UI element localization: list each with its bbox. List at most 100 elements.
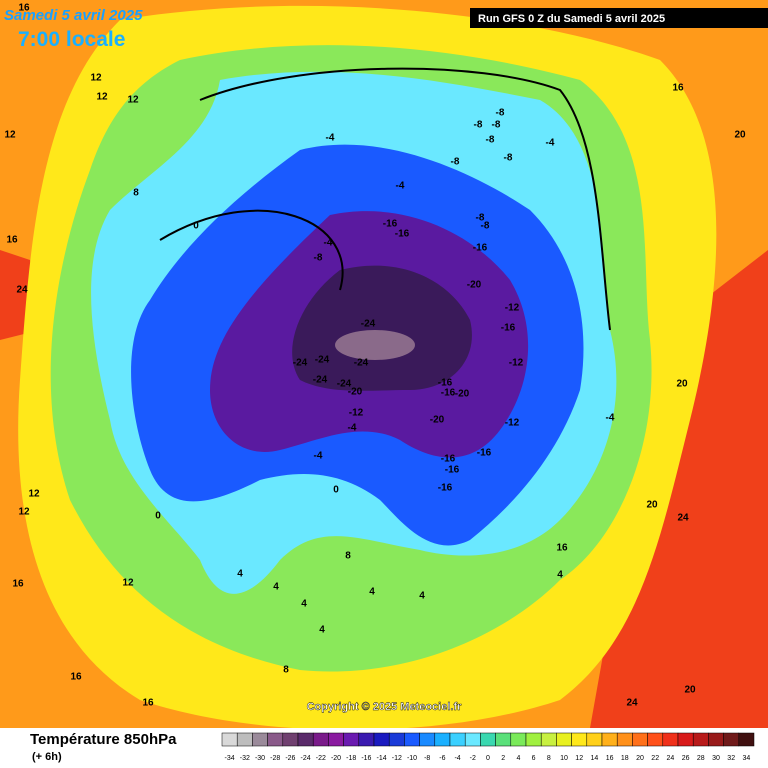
contour-label: 24 bbox=[626, 698, 638, 709]
scale-swatch bbox=[464, 732, 481, 747]
contour-label: -8 bbox=[486, 135, 495, 146]
contour-label: 12 bbox=[90, 73, 102, 84]
contour-label: 20 bbox=[734, 130, 746, 141]
scale-label: 20 bbox=[636, 755, 644, 762]
scale-swatch bbox=[723, 732, 740, 747]
contour-label: 8 bbox=[345, 551, 351, 562]
scale-swatch bbox=[525, 732, 542, 747]
contour-label: -16 bbox=[438, 483, 453, 494]
scale-label: 10 bbox=[560, 755, 568, 762]
contour-label: -20 bbox=[430, 415, 445, 426]
scale-label: 0 bbox=[486, 755, 490, 762]
scale-swatch bbox=[495, 732, 512, 747]
contour-label: 4 bbox=[301, 599, 307, 610]
scale-label: -18 bbox=[346, 755, 356, 762]
contour-label: -12 bbox=[505, 303, 520, 314]
scale-label: -6 bbox=[439, 755, 445, 762]
scale-swatch bbox=[556, 732, 572, 747]
contour-label: 4 bbox=[369, 587, 375, 598]
scale-swatch bbox=[692, 732, 709, 747]
scale-swatch bbox=[328, 732, 344, 747]
scale-label: -34 bbox=[225, 755, 235, 762]
scale-label: 12 bbox=[575, 755, 583, 762]
scale-label: -20 bbox=[331, 755, 341, 762]
scale-swatch bbox=[236, 732, 253, 747]
scale-swatch bbox=[388, 732, 405, 747]
contour-label: -8 bbox=[314, 253, 323, 264]
scale-label: 32 bbox=[727, 755, 735, 762]
scale-swatch bbox=[312, 732, 329, 747]
contour-label: 16 bbox=[556, 543, 568, 554]
scale-label: 14 bbox=[591, 755, 599, 762]
legend-title: Température 850hPa bbox=[30, 731, 177, 748]
scale-label: 34 bbox=[743, 755, 751, 762]
scale-label: 30 bbox=[712, 755, 720, 762]
scale-swatch bbox=[419, 732, 436, 747]
contour-label: -8 bbox=[496, 108, 505, 119]
contour-label: -4 bbox=[324, 238, 333, 249]
contour-label: 4 bbox=[319, 625, 325, 636]
scale-swatch bbox=[738, 732, 755, 747]
contour-label: 0 bbox=[193, 221, 199, 232]
contour-label: 16 bbox=[672, 83, 684, 94]
scale-swatch bbox=[449, 732, 466, 747]
map-background bbox=[0, 0, 768, 730]
scale-swatch bbox=[373, 732, 390, 747]
contour-label: -16 bbox=[395, 229, 410, 240]
contour-label: 24 bbox=[677, 513, 689, 524]
scale-label: -4 bbox=[454, 755, 460, 762]
scale-label: -14 bbox=[377, 755, 387, 762]
copyright: Copyright © 2025 Meteociel.fr bbox=[307, 701, 463, 713]
scale-label: 26 bbox=[682, 755, 690, 762]
contour-label: -16 bbox=[445, 465, 460, 476]
scale-swatch bbox=[252, 732, 268, 747]
scale-label: -30 bbox=[255, 755, 265, 762]
scale-swatch bbox=[358, 732, 375, 747]
contour-label: 16 bbox=[12, 579, 24, 590]
contour-label: -8 bbox=[451, 157, 460, 168]
scale-swatch bbox=[616, 732, 633, 747]
contour-label: -12 bbox=[505, 418, 520, 429]
contour-label: 4 bbox=[237, 569, 243, 580]
scale-label: -2 bbox=[470, 755, 476, 762]
contour-label: -8 bbox=[481, 221, 490, 232]
scale-swatch bbox=[647, 732, 664, 747]
contour-label: -4 bbox=[546, 138, 555, 149]
scale-label: 4 bbox=[516, 755, 520, 762]
scale-label: 16 bbox=[606, 755, 614, 762]
contour-label: 0 bbox=[333, 485, 339, 496]
contour-label: -16 bbox=[441, 454, 456, 465]
contour-label: 20 bbox=[684, 685, 696, 696]
time-label: 7:00 locale bbox=[18, 28, 125, 51]
scale-label: 24 bbox=[667, 755, 675, 762]
contour-label: -16 bbox=[501, 323, 516, 334]
contour-label: -8 bbox=[474, 120, 483, 131]
scale-swatch bbox=[267, 732, 284, 747]
scale-label: 8 bbox=[547, 755, 551, 762]
scale-swatch bbox=[434, 732, 451, 747]
contour-label: -8 bbox=[476, 213, 485, 224]
scale-label: -12 bbox=[392, 755, 402, 762]
contour-label: -16 bbox=[441, 388, 456, 399]
contour-label: 4 bbox=[419, 591, 425, 602]
scale-swatch bbox=[677, 732, 694, 747]
contour-label: 20 bbox=[676, 379, 688, 390]
contour-label: -4 bbox=[326, 133, 335, 144]
date-label: Samedi 5 avril 2025 bbox=[4, 7, 143, 24]
contour-label: -16 bbox=[438, 378, 453, 389]
scale-swatch bbox=[632, 732, 648, 747]
scale-swatch bbox=[343, 732, 360, 747]
scale-swatch bbox=[601, 732, 618, 747]
scale-swatch bbox=[404, 732, 420, 747]
contour-label: -20 bbox=[455, 389, 470, 400]
run-label: Run GFS 0 Z du Samedi 5 avril 2025 bbox=[478, 13, 665, 25]
contour-label: -24 bbox=[293, 358, 308, 369]
scale-swatch bbox=[662, 732, 679, 747]
contour-label: -24 bbox=[361, 319, 376, 330]
contour-label: 16 bbox=[142, 698, 154, 709]
scale-swatch bbox=[297, 732, 314, 747]
scale-swatch bbox=[480, 732, 496, 747]
scale-label: -8 bbox=[424, 755, 430, 762]
scale-label: 6 bbox=[532, 755, 536, 762]
contour-label: 16 bbox=[18, 3, 30, 14]
